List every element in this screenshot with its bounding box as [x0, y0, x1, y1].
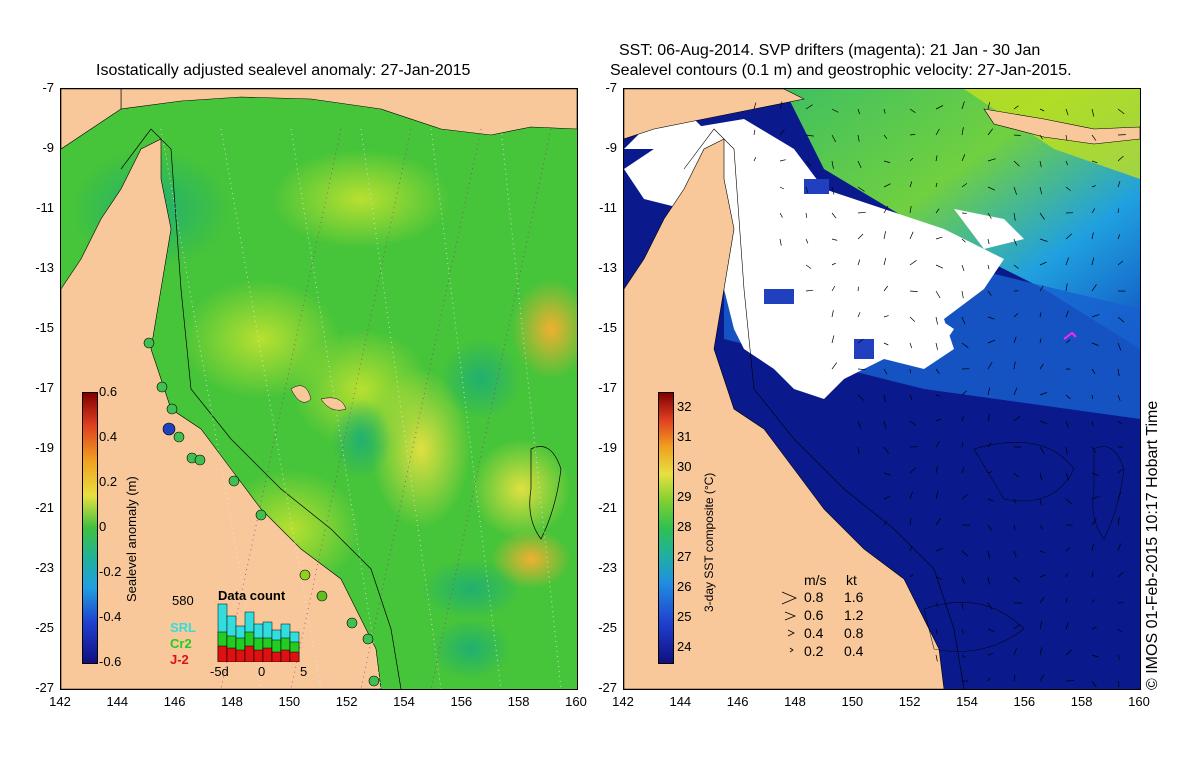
tick-label: -13: [598, 260, 617, 275]
left-colorbar: [82, 392, 98, 664]
tick-label: 28: [677, 519, 692, 534]
tick-label: -27: [35, 680, 54, 695]
tick-label: 146: [726, 694, 749, 709]
tick-label: 25: [677, 609, 692, 624]
tick-label: 152: [898, 694, 921, 709]
right-colorbar-label: 3-day SST composite (°C): [702, 472, 716, 612]
tick-label: -0.4: [99, 609, 122, 624]
tick-label: -13: [35, 260, 54, 275]
tick-label: -15: [35, 320, 54, 335]
tick-label: -25: [598, 620, 617, 635]
tick-label: -21: [35, 500, 54, 515]
tick-label: 0: [99, 519, 107, 534]
tick-label: 0.6: [99, 384, 118, 399]
velocity-legend-ms-3: 0.2: [804, 643, 824, 659]
left-sealevel-map: [60, 88, 578, 690]
left-colorbar-label: Sealevel anomaly (m): [124, 476, 139, 602]
tick-label: 0.2: [99, 474, 118, 489]
tick-label: -7: [42, 80, 54, 95]
velocity-legend-header-ms: m/s: [804, 572, 827, 588]
inset-legend-cr2: Cr2: [170, 636, 192, 651]
inset-bar-chart: [217, 603, 300, 662]
data-count-inset: 580 Data count SRL Cr2 J-2: [170, 588, 310, 679]
tick-label: 150: [841, 694, 864, 709]
tick-label: 0.4: [99, 429, 118, 444]
tick-label: -27: [598, 680, 617, 695]
right-colorbar: [658, 392, 674, 664]
tick-label: -0.6: [99, 654, 122, 669]
tick-label: 27: [677, 549, 692, 564]
tick-label: 24: [677, 639, 692, 654]
tick-label: 156: [450, 694, 473, 709]
left-map-graphic: [61, 89, 577, 689]
tick-label: -9: [605, 140, 617, 155]
tick-label: 160: [1128, 694, 1150, 709]
inset-xtick-5: 5: [300, 664, 308, 679]
tick-label: 29: [677, 489, 692, 504]
tick-label: -11: [36, 200, 54, 215]
tick-label: -9: [42, 140, 54, 155]
tick-label: -7: [605, 80, 617, 95]
tick-label: 142: [612, 694, 634, 709]
tick-label: 31: [677, 429, 692, 444]
tick-label: 160: [565, 694, 587, 709]
velocity-legend-ms-0: 0.8: [804, 589, 824, 605]
velocity-legend-kt-0: 1.6: [844, 589, 864, 605]
velocity-legend-arrows: [781, 591, 798, 653]
tick-label: -21: [598, 500, 617, 515]
tick-label: -19: [598, 440, 617, 455]
tick-label: 158: [507, 694, 530, 709]
tick-label: 142: [49, 694, 71, 709]
tick-label: -11: [599, 200, 617, 215]
velocity-legend-header-kt: kt: [846, 572, 857, 588]
tick-label: 150: [278, 694, 301, 709]
velocity-legend: m/s kt 0.8 1.6 0.6 1.2 0.4 0.8 0.2 0.4: [780, 572, 890, 662]
tick-label: 154: [956, 694, 978, 709]
velocity-legend-kt-2: 0.8: [844, 625, 864, 641]
tick-label: -23: [598, 560, 617, 575]
inset-xtick-0: 0: [258, 664, 266, 679]
right-sst-map: [623, 88, 1141, 690]
tick-label: 154: [393, 694, 415, 709]
inset-legend-srl: SRL: [170, 620, 196, 635]
tick-label: 144: [106, 694, 129, 709]
tick-label: -17: [35, 380, 54, 395]
tick-label: 144: [669, 694, 692, 709]
right-map-title-line2: Sealevel contours (0.1 m) and geostrophi…: [610, 62, 1072, 79]
tick-label: -23: [35, 560, 54, 575]
inset-title: Data count: [218, 588, 286, 603]
tick-label: 148: [221, 694, 243, 709]
tick-label: -15: [598, 320, 617, 335]
inset-max-label: 580: [172, 593, 194, 608]
velocity-legend-ms-2: 0.4: [804, 625, 824, 641]
tick-label: 156: [1013, 694, 1036, 709]
tick-label: 152: [335, 694, 358, 709]
velocity-legend-kt-3: 0.4: [844, 643, 864, 659]
tick-label: 30: [677, 459, 692, 474]
tick-label: 148: [784, 694, 806, 709]
tick-label: 146: [163, 694, 186, 709]
tick-label: -19: [35, 440, 54, 455]
velocity-legend-kt-1: 1.2: [844, 607, 864, 623]
tick-label: 26: [677, 579, 692, 594]
right-map-title-line1: SST: 06-Aug-2014. SVP drifters (magenta)…: [619, 42, 1041, 59]
tick-label: 158: [1070, 694, 1093, 709]
velocity-legend-ms-1: 0.6: [804, 607, 824, 623]
imos-credit: © IMOS 01-Feb-2015 10:17 Hobart Time: [1144, 400, 1161, 690]
inset-xtick-minus5: -5d: [210, 664, 229, 679]
left-map-title: Isostatically adjusted sealevel anomaly:…: [96, 62, 471, 79]
tick-label: -0.2: [99, 564, 122, 579]
right-map-graphic: [624, 89, 1140, 689]
tick-label: -17: [598, 380, 617, 395]
inset-legend-j2: J-2: [170, 652, 189, 667]
tick-label: -25: [35, 620, 54, 635]
tick-label: 32: [677, 399, 692, 414]
